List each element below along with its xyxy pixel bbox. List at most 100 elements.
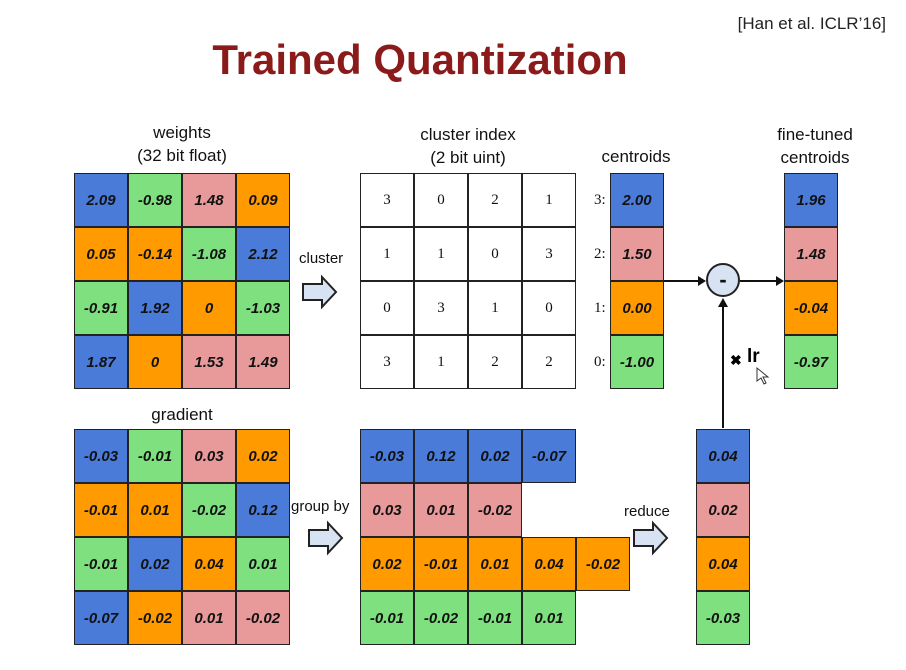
grouped-gradient-cell: 0.01 xyxy=(522,591,576,645)
weight-cell: -0.14 xyxy=(128,227,182,281)
reduced-gradient-cell: 0.02 xyxy=(696,483,750,537)
fine-tuned-cell: 1.48 xyxy=(784,227,838,281)
gradient-cell: -0.03 xyxy=(74,429,128,483)
cluster-index-cell: 3 xyxy=(414,281,468,335)
cluster-block-arrow xyxy=(302,274,338,310)
cluster-index-cell: 3 xyxy=(360,335,414,389)
gradient-cell: -0.01 xyxy=(128,429,182,483)
grouped-gradient-cell: -0.01 xyxy=(414,537,468,591)
cluster-index-cell: 1 xyxy=(414,335,468,389)
cluster-arrow-label: cluster xyxy=(299,250,344,267)
centroids-label: centroids xyxy=(601,147,671,166)
fine-tuned-label-line2: centroids xyxy=(780,148,850,167)
group-by-arrow-label: group by xyxy=(291,498,350,515)
cluster-index-label: cluster index (2 bit uint) xyxy=(360,123,576,169)
cluster-index-cell: 1 xyxy=(414,227,468,281)
grouped-gradient-cell: 0.02 xyxy=(468,429,522,483)
centroid-index-label: 2: xyxy=(594,246,606,262)
grouped-gradient-cell: 0.03 xyxy=(360,483,414,537)
page-title: Trained Quantization xyxy=(212,36,628,83)
gradient-cell: -0.02 xyxy=(128,591,182,645)
cluster-index-cell: 0 xyxy=(522,281,576,335)
grouped-gradient-cell: -0.03 xyxy=(360,429,414,483)
gradient-cell: -0.07 xyxy=(74,591,128,645)
group-by-block-arrow xyxy=(308,520,344,556)
weight-cell: -0.91 xyxy=(74,281,128,335)
weight-cell: 0 xyxy=(182,281,236,335)
grouped-gradient-cell: 0.04 xyxy=(522,537,576,591)
grouped-gradient-cell: 0.01 xyxy=(414,483,468,537)
grouped-gradient-cell: -0.01 xyxy=(468,591,522,645)
gradient-cell: -0.01 xyxy=(74,483,128,537)
centroid-cell: 2.00 xyxy=(610,173,664,227)
cluster-index-cell: 1 xyxy=(468,281,522,335)
weight-cell: 0.05 xyxy=(74,227,128,281)
weights-label: weights (32 bit float) xyxy=(74,121,290,167)
cluster-index-cell: 0 xyxy=(414,173,468,227)
cluster-index-cell: 1 xyxy=(360,227,414,281)
gradient-cell: 0.04 xyxy=(182,537,236,591)
weights-label-line1: weights xyxy=(153,123,211,142)
cluster-index-cell: 0 xyxy=(360,281,414,335)
gradient-cell: 0.01 xyxy=(182,591,236,645)
grouped-gradient-cell: -0.01 xyxy=(360,591,414,645)
weight-cell: 1.92 xyxy=(128,281,182,335)
weight-cell: 1.49 xyxy=(236,335,290,389)
cluster-index-cell: 2 xyxy=(468,173,522,227)
minus-operator-icon: - xyxy=(706,263,740,297)
weight-cell: -0.98 xyxy=(128,173,182,227)
fine-tuned-cell: 1.96 xyxy=(784,173,838,227)
grouped-gradient-cell: -0.02 xyxy=(468,483,522,537)
fine-tuned-label-line1: fine-tuned xyxy=(777,125,853,144)
cluster-index-cell: 2 xyxy=(522,335,576,389)
gradient-cell: 0.01 xyxy=(128,483,182,537)
learning-rate-label: lr xyxy=(747,346,760,367)
weight-cell: 0 xyxy=(128,335,182,389)
weight-cell: 1.48 xyxy=(182,173,236,227)
gradient-cell: -0.02 xyxy=(182,483,236,537)
gradient-cell: -0.02 xyxy=(236,591,290,645)
fine-tuned-label: fine-tuned centroids xyxy=(760,123,870,169)
cluster-index-cell: 1 xyxy=(522,173,576,227)
fine-tuned-cell: -0.04 xyxy=(784,281,838,335)
cluster-index-label-line1: cluster index xyxy=(420,125,516,144)
gradient-cell: 0.01 xyxy=(236,537,290,591)
grouped-gradient-cell: 0.12 xyxy=(414,429,468,483)
weights-label-line2: (32 bit float) xyxy=(137,146,227,165)
centroid-cell: 0.00 xyxy=(610,281,664,335)
fine-tuned-cell: -0.97 xyxy=(784,335,838,389)
weight-cell: 2.09 xyxy=(74,173,128,227)
minus-to-finetuned-arrow xyxy=(740,276,784,286)
centroid-index-label: 1: xyxy=(594,300,606,316)
cluster-index-cell: 3 xyxy=(522,227,576,281)
grouped-gradient-cell: 0.01 xyxy=(468,537,522,591)
weight-cell: 1.53 xyxy=(182,335,236,389)
gradient-cell: 0.03 xyxy=(182,429,236,483)
cluster-index-cell: 0 xyxy=(468,227,522,281)
reduce-arrow-label: reduce xyxy=(624,503,670,520)
multiply-icon: ✖ xyxy=(730,352,742,368)
reduced-gradient-cell: 0.04 xyxy=(696,429,750,483)
centroid-cell: 1.50 xyxy=(610,227,664,281)
citation: [Han et al. ICLR’16] xyxy=(737,14,886,33)
cluster-index-cell: 3 xyxy=(360,173,414,227)
grouped-gradient-cell: -0.02 xyxy=(414,591,468,645)
gradient-label: gradient xyxy=(151,405,213,424)
centroid-index-label: 3: xyxy=(594,192,606,208)
gradient-cell: 0.02 xyxy=(236,429,290,483)
reduced-gradient-cell: 0.04 xyxy=(696,537,750,591)
grouped-gradient-cell: -0.02 xyxy=(576,537,630,591)
grouped-gradient-cell: 0.02 xyxy=(360,537,414,591)
gradient-to-minus-arrow xyxy=(718,298,728,428)
centroid-index-label: 0: xyxy=(594,354,606,370)
cursor-icon xyxy=(756,366,770,385)
grouped-gradient-cell: -0.07 xyxy=(522,429,576,483)
gradient-cell: -0.01 xyxy=(74,537,128,591)
centroid-cell: -1.00 xyxy=(610,335,664,389)
weight-cell: 0.09 xyxy=(236,173,290,227)
weight-cell: -1.03 xyxy=(236,281,290,335)
cluster-index-cell: 2 xyxy=(468,335,522,389)
cluster-index-label-line2: (2 bit uint) xyxy=(430,148,506,167)
weight-cell: 2.12 xyxy=(236,227,290,281)
